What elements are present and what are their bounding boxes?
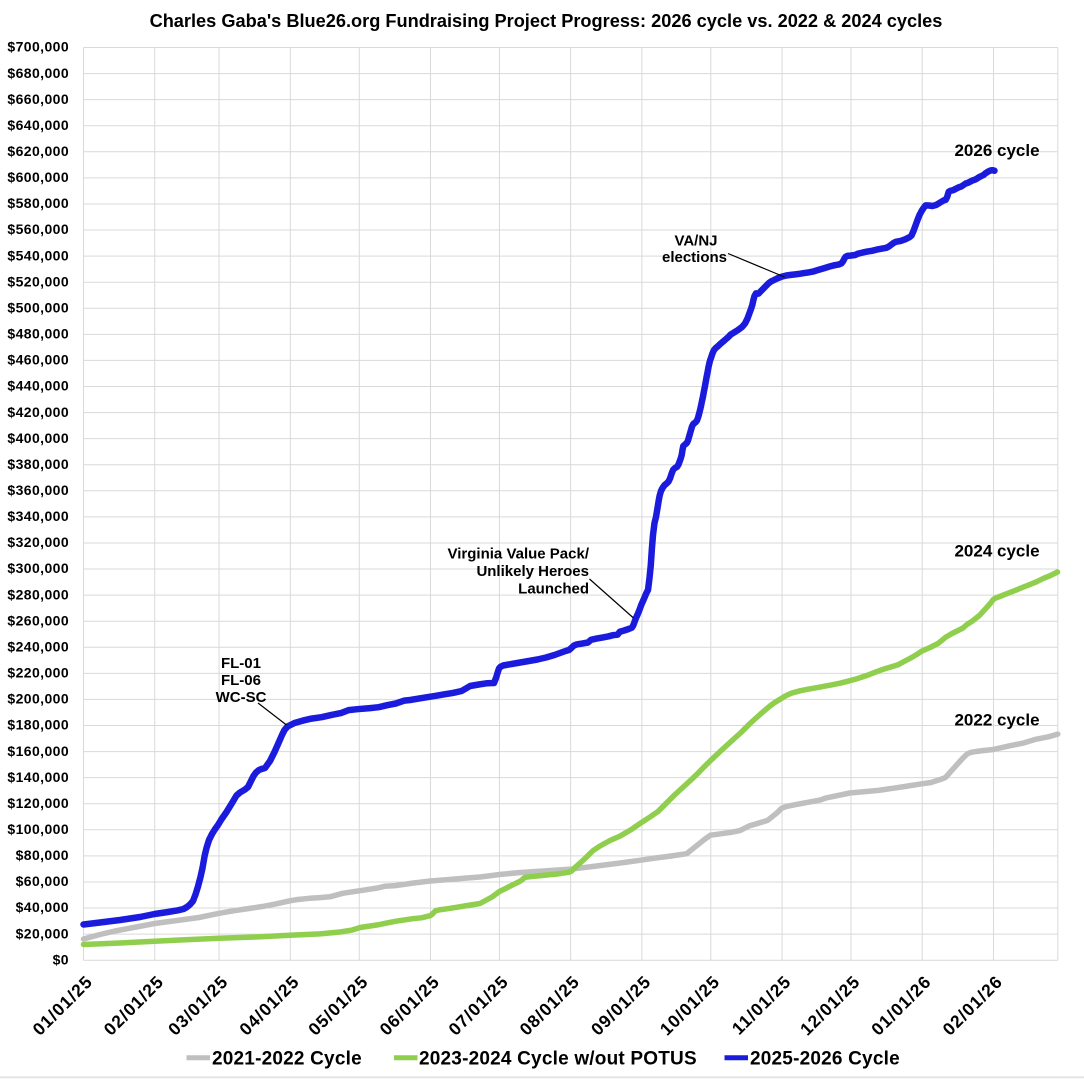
- svg-text:2021-2022 Cycle: 2021-2022 Cycle: [212, 1049, 362, 1070]
- svg-text:$640,000: $640,000: [7, 117, 69, 133]
- svg-text:VA/NJ: VA/NJ: [674, 233, 717, 250]
- svg-text:$220,000: $220,000: [7, 665, 69, 681]
- svg-text:elections: elections: [662, 249, 727, 266]
- svg-text:$300,000: $300,000: [7, 560, 69, 576]
- svg-text:$580,000: $580,000: [7, 195, 69, 211]
- svg-text:2024 cycle: 2024 cycle: [954, 542, 1039, 561]
- svg-text:FL-01: FL-01: [221, 655, 261, 672]
- svg-text:$80,000: $80,000: [16, 847, 69, 863]
- svg-text:$20,000: $20,000: [16, 925, 69, 941]
- svg-text:$0: $0: [53, 951, 69, 967]
- svg-text:$140,000: $140,000: [7, 769, 69, 785]
- svg-text:Launched: Launched: [518, 581, 589, 598]
- svg-text:$120,000: $120,000: [7, 795, 69, 811]
- svg-text:$540,000: $540,000: [7, 247, 69, 263]
- svg-text:$520,000: $520,000: [7, 273, 69, 289]
- svg-text:$340,000: $340,000: [7, 508, 69, 524]
- svg-text:$700,000: $700,000: [7, 39, 69, 55]
- svg-text:$160,000: $160,000: [7, 743, 69, 759]
- svg-text:2022 cycle: 2022 cycle: [954, 711, 1039, 730]
- svg-text:Virginia Value Pack/: Virginia Value Pack/: [448, 546, 590, 563]
- svg-text:$40,000: $40,000: [16, 899, 69, 915]
- svg-text:$480,000: $480,000: [7, 326, 69, 342]
- svg-text:$260,000: $260,000: [7, 612, 69, 628]
- svg-text:$320,000: $320,000: [7, 534, 69, 550]
- svg-text:$440,000: $440,000: [7, 378, 69, 394]
- svg-text:$60,000: $60,000: [16, 873, 69, 889]
- svg-text:$360,000: $360,000: [7, 482, 69, 498]
- svg-text:$460,000: $460,000: [7, 352, 69, 368]
- svg-text:WC-SC: WC-SC: [216, 689, 267, 706]
- svg-text:$600,000: $600,000: [7, 169, 69, 185]
- svg-text:FL-06: FL-06: [221, 672, 261, 689]
- svg-text:$380,000: $380,000: [7, 456, 69, 472]
- svg-text:$560,000: $560,000: [7, 221, 69, 237]
- svg-text:$660,000: $660,000: [7, 91, 69, 107]
- svg-text:$200,000: $200,000: [7, 691, 69, 707]
- svg-text:2025-2026 Cycle: 2025-2026 Cycle: [750, 1049, 900, 1070]
- svg-text:$280,000: $280,000: [7, 586, 69, 602]
- svg-text:Charles Gaba's Blue26.org Fund: Charles Gaba's Blue26.org Fundraising Pr…: [150, 11, 943, 31]
- svg-text:2023-2024 Cycle w/out POTUS: 2023-2024 Cycle w/out POTUS: [419, 1049, 697, 1070]
- svg-text:$180,000: $180,000: [7, 717, 69, 733]
- svg-text:$400,000: $400,000: [7, 430, 69, 446]
- svg-text:Unlikely Heroes: Unlikely Heroes: [476, 563, 589, 580]
- svg-text:$100,000: $100,000: [7, 821, 69, 837]
- svg-text:$680,000: $680,000: [7, 65, 69, 81]
- svg-text:2026 cycle: 2026 cycle: [954, 141, 1039, 160]
- svg-text:$620,000: $620,000: [7, 143, 69, 159]
- svg-text:$500,000: $500,000: [7, 300, 69, 316]
- svg-text:$240,000: $240,000: [7, 639, 69, 655]
- svg-text:$420,000: $420,000: [7, 404, 69, 420]
